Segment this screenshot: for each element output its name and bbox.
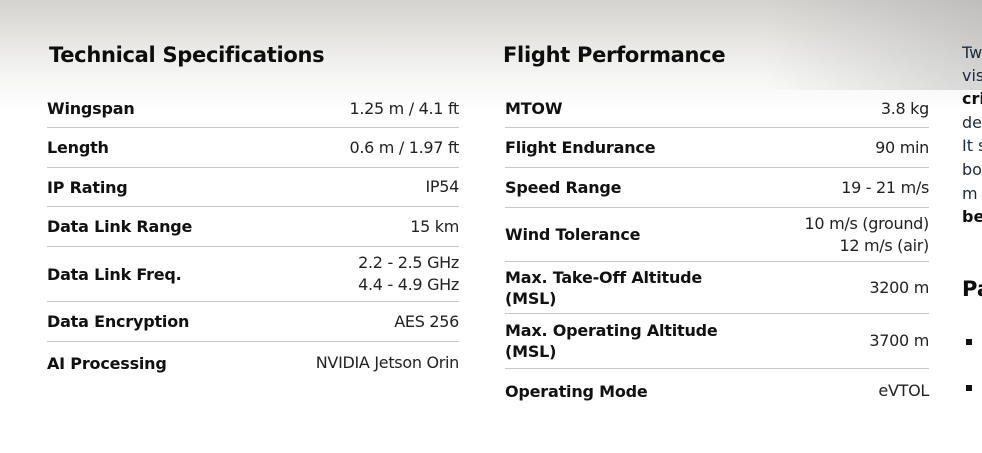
spec-value-line: 19 - 21 m/s (841, 177, 929, 197)
spec-label: Wind Tolerance (505, 224, 640, 245)
spec-row: AI Processing NVIDIA Jetson Orin (47, 342, 459, 384)
spec-row: Data Link Freq. 2.2 - 2.5 GHz 4.4 - 4.9 GH… (47, 247, 459, 302)
spec-value-line: 3700 m (869, 331, 929, 350)
spec-label-line: Max. Take-Off Altitude (505, 267, 703, 287)
spec-label: Data Link Range (47, 216, 192, 237)
spec-value-line: AES 256 (394, 311, 459, 331)
spec-row: Wind Tolerance 10 m/s (ground) 12 m/s (air… (505, 208, 929, 262)
spec-row: Wingspan 1.25 m / 4.1 ft (47, 90, 459, 128)
spec-label-line: Flight Endurance (505, 138, 656, 157)
side-heading: Pa (962, 277, 982, 301)
spec-value-line: 2.2 - 2.5 GHz (358, 253, 459, 272)
spec-value-line: 0.6 m / 1.97 ft (349, 137, 459, 157)
spec-label: Wingspan (47, 98, 135, 119)
background-photo (0, 0, 982, 110)
spec-value: IP54 (425, 176, 459, 198)
spec-value-line: IP54 (425, 177, 459, 196)
spec-value-line: eVTOL (878, 381, 929, 400)
flight-performance-table: MTOW 3.8 kg Flight Endurance 90 min Speed Ra… (505, 90, 929, 413)
spec-value: NVIDIA Jetson Orin (315, 352, 460, 374)
spec-value-line: 90 min (875, 137, 929, 157)
side-text-line: be (962, 207, 982, 226)
bullet-icon (966, 385, 972, 391)
spec-value: AES 256 (394, 311, 459, 333)
bullet-icon (966, 339, 972, 345)
spec-value: 90 min (875, 137, 929, 159)
side-text-line: vis (962, 66, 982, 85)
spec-value-line: 15 km (410, 216, 459, 236)
spec-label-line: Data Link Freq. (47, 264, 182, 284)
spec-row: Data Encryption AES 256 (47, 302, 459, 342)
side-text-line: cri (962, 89, 982, 108)
spec-label-line: (MSL) (505, 288, 557, 308)
spec-value: 3200 m (869, 277, 929, 299)
spec-label: IP Rating (47, 177, 128, 198)
spec-row: Max. Operating Altitude (MSL) 3700 m (505, 314, 929, 369)
spec-label: MTOW (505, 98, 562, 119)
spec-value: 15 km (410, 216, 459, 238)
spec-row: Max. Take-Off Altitude (MSL) 3200 m (505, 262, 929, 314)
technical-specs-title: Technical Specifications (49, 43, 325, 67)
spec-value: 3700 m (869, 330, 929, 352)
spec-row: Speed Range 19 - 21 m/s (505, 168, 929, 208)
spec-label: Length (47, 137, 109, 158)
spec-row: MTOW 3.8 kg (505, 90, 929, 128)
spec-value-line: 4.4 - 4.9 GHz (358, 275, 459, 294)
spec-label: Data Encryption (47, 311, 189, 332)
spec-value-line: 1.25 m / 4.1 ft (349, 98, 459, 118)
spec-value-line: 10 m/s (ground) (804, 213, 930, 233)
spec-value: eVTOL (878, 380, 929, 402)
spec-row: IP Rating IP54 (47, 168, 459, 207)
spec-label-line: (MSL) (505, 342, 557, 361)
spec-value-line: 3.8 kg (880, 98, 929, 118)
spec-value: 19 - 21 m/s (841, 177, 929, 199)
spec-label-line: Speed Range (505, 178, 622, 197)
spec-value: 1.25 m / 4.1 ft (349, 98, 459, 120)
spec-row: Flight Endurance 90 min (505, 128, 929, 168)
spec-label-line: Operating Mode (505, 381, 648, 401)
spec-label-line: MTOW (505, 99, 563, 118)
spec-label-line: Data Link Range (47, 217, 193, 236)
spec-label: AI Processing (47, 353, 167, 374)
side-text-line: It s (962, 136, 982, 155)
spec-label-line: Max. Operating Altitude (505, 321, 718, 340)
spec-label: Flight Endurance (505, 137, 656, 158)
spec-value: 10 m/s (ground) 12 m/s (air) (804, 213, 930, 257)
spec-label-line: Data Encryption (47, 312, 190, 331)
spec-label: Speed Range (505, 177, 622, 198)
spec-row: Length 0.6 m / 1.97 ft (47, 128, 459, 168)
spec-label: Max. Take-Off Altitude (MSL) (505, 267, 702, 309)
spec-label: Max. Operating Altitude (MSL) (505, 320, 718, 362)
spec-value: 0.6 m / 1.97 ft (349, 137, 459, 159)
spec-label: Data Link Freq. (47, 264, 182, 285)
spec-label: Operating Mode (505, 381, 648, 402)
technical-specs-table: Wingspan 1.25 m / 4.1 ft Length 0.6 m / 1.9… (47, 90, 459, 384)
spec-label-line: IP Rating (47, 177, 128, 197)
spec-label-line: AI Processing (47, 353, 167, 373)
side-text-line: de (962, 113, 982, 132)
flight-performance-title: Flight Performance (503, 43, 726, 67)
spec-row: Operating Mode eVTOL (505, 369, 929, 413)
spec-value: 2.2 - 2.5 GHz 4.4 - 4.9 GHz (358, 252, 459, 296)
spec-value-line: 12 m/s (air) (839, 235, 929, 255)
spec-label-line: Wingspan (47, 99, 135, 118)
side-text-line: bo (962, 160, 982, 179)
spec-value-line: NVIDIA Jetson Orin (315, 353, 460, 372)
spec-label-line: Length (47, 138, 109, 157)
spec-value-line: 3200 m (869, 277, 929, 297)
spec-value: 3.8 kg (881, 98, 929, 120)
spec-label-line: Wind Tolerance (505, 225, 641, 244)
spec-row: Data Link Range 15 km (47, 207, 459, 247)
side-text-line: Tw (962, 43, 982, 62)
side-text-line: m (962, 184, 978, 203)
